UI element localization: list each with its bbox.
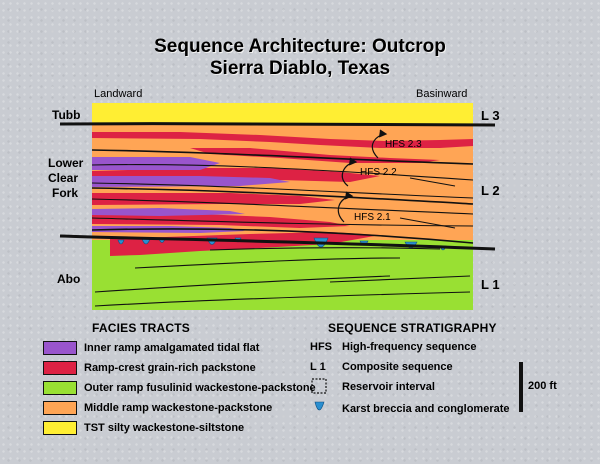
facies-legend-item: Ramp-crest grain-rich packstone xyxy=(43,360,256,376)
karst-pocket xyxy=(117,239,125,245)
strat-label: High-frequency sequence xyxy=(342,341,477,353)
bedding-line xyxy=(91,164,474,181)
facies-ramp-crest-band-2 xyxy=(190,148,440,163)
facies-legend-label: Inner ramp amalgamated tidal flat xyxy=(84,342,260,354)
hfs-boundary-2-3 xyxy=(91,149,474,165)
strat-legend-hfs: HFS High-frequency sequence xyxy=(310,341,476,353)
facies-legend-label: Outer ramp fusulinid wackestone-packston… xyxy=(84,382,316,394)
facies-legend-label: Middle ramp wackestone-packstone xyxy=(84,402,273,414)
bedding-line xyxy=(91,198,474,215)
facies-ramp-crest-band-1 xyxy=(92,132,473,148)
sequence-boundary-l3 xyxy=(59,122,496,127)
basinward-label: Basinward xyxy=(416,88,468,100)
facies-legend-item: Outer ramp fusulinid wackestone-packston… xyxy=(43,380,316,396)
bedding-line xyxy=(91,182,474,199)
facies-legend-heading: FACIES TRACTS xyxy=(92,321,190,335)
landward-label: Landward xyxy=(94,88,143,100)
formation-lower: Lower xyxy=(48,156,84,170)
facies-swatch xyxy=(43,421,77,435)
strat-label: Reservoir interval xyxy=(342,381,435,393)
scale-bar xyxy=(519,362,523,412)
facies-ramp-crest-band-4 xyxy=(92,193,335,205)
strat-symbol-l1: L 1 xyxy=(310,361,326,373)
hfs-arrowhead xyxy=(348,157,358,166)
facies-ramp-crest-band-5 xyxy=(92,214,350,228)
facies-legend-label: TST silty wackestone-siltstone xyxy=(84,422,245,434)
facies-legend-label: Ramp-crest grain-rich packstone xyxy=(84,362,256,374)
strat-symbol-hfs: HFS xyxy=(310,341,332,353)
stratigraphy-legend-heading: SEQUENCE STRATIGRAPHY xyxy=(328,321,497,335)
formation-fork: Fork xyxy=(52,186,79,200)
scale-label: 200 ft xyxy=(528,380,557,392)
bedding-line xyxy=(329,275,471,283)
sequence-l3: L 3 xyxy=(481,108,500,123)
formation-tubb: Tubb xyxy=(52,108,81,122)
hfs-arrows xyxy=(337,129,388,223)
sequence-boundary-l2 xyxy=(59,234,496,251)
bedding-line xyxy=(399,217,456,229)
sequence-l2: L 2 xyxy=(481,183,500,198)
hfs-boundary-2-2 xyxy=(91,187,474,205)
bedding-line xyxy=(94,275,391,293)
facies-swatch xyxy=(43,361,77,375)
hfs-label-2-3: HFS 2.3 xyxy=(385,139,422,150)
hfs-label-2-2: HFS 2.2 xyxy=(360,167,397,178)
facies-inner-ramp-band-3 xyxy=(92,208,245,216)
hfs-arrowhead xyxy=(378,129,388,138)
strat-label: Composite sequence xyxy=(342,361,453,373)
sequence-l1: L 1 xyxy=(481,277,500,292)
diagram-title-line1: Sequence Architecture: Outcrop xyxy=(154,36,446,57)
formation-abo: Abo xyxy=(57,272,81,286)
strat-legend-reservoir: Reservoir interval xyxy=(342,381,435,393)
facies-swatch xyxy=(43,341,77,355)
bedding-line xyxy=(91,217,474,227)
facies-legend-item: Middle ramp wackestone-packstone xyxy=(43,400,272,416)
facies-swatch xyxy=(43,401,77,415)
formation-clear: Clear xyxy=(48,171,79,185)
strat-legend-karst: Karst breccia and conglomerate xyxy=(342,403,510,415)
bedding-line xyxy=(134,257,401,269)
bedding-line xyxy=(409,177,456,187)
hfs-arrowhead xyxy=(344,191,354,200)
strat-legend-composite: L 1 Composite sequence xyxy=(310,361,453,373)
hfs-label-2-1: HFS 2.1 xyxy=(354,212,391,223)
karst-symbol xyxy=(314,401,325,411)
diagram-title-line2: Sierra Diablo, Texas xyxy=(209,58,391,79)
bedding-line xyxy=(209,247,441,251)
reservoir-interval-symbol xyxy=(311,378,327,394)
bedding-lines xyxy=(91,164,474,307)
facies-legend-item: Inner ramp amalgamated tidal flat xyxy=(43,340,259,356)
strat-label: Karst breccia and conglomerate xyxy=(342,403,510,415)
bedding-line xyxy=(94,291,471,307)
hfs-boundary-2-1 xyxy=(91,228,474,244)
facies-legend-item: TST silty wackestone-siltstone xyxy=(43,420,244,436)
facies-inner-ramp-band-1 xyxy=(92,157,220,170)
facies-swatch xyxy=(43,381,77,395)
